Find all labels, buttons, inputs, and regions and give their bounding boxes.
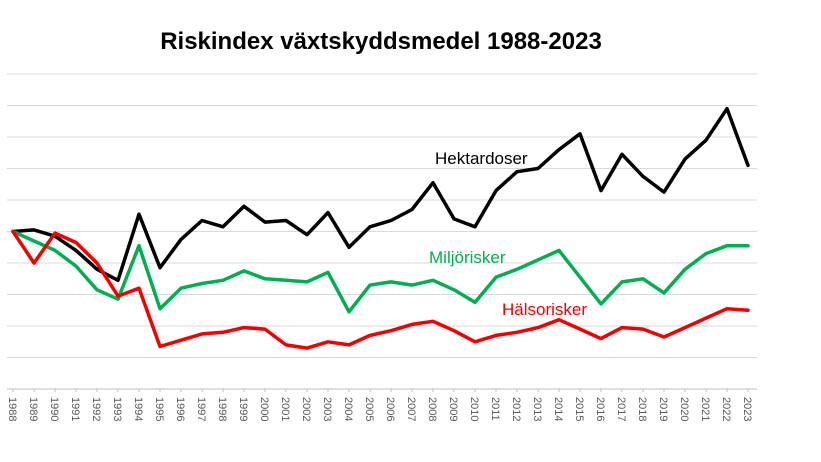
x-axis-label: 2001	[279, 397, 291, 421]
x-axis-label: 2021	[699, 397, 711, 421]
x-axis-label: 1991	[69, 397, 81, 421]
x-axis-label: 2017	[615, 397, 627, 421]
x-axis-label: 2000	[258, 397, 270, 421]
x-axis-label: 1994	[132, 397, 144, 421]
x-axis-label: 2019	[657, 397, 669, 421]
x-axis-label: 2013	[531, 397, 543, 421]
series-label-halsorisker: Hälsorisker	[502, 300, 588, 319]
x-axis-label: 2007	[405, 397, 417, 421]
x-axis-label: 2011	[489, 397, 501, 421]
x-axis-label: 1998	[216, 397, 228, 421]
halsorisker-line	[11, 229, 750, 350]
x-axis-label: 2009	[447, 397, 459, 421]
x-axis-label: 2023	[741, 397, 753, 421]
x-axis-label: 1995	[153, 397, 165, 421]
x-axis-label: 1990	[48, 397, 60, 421]
x-axis-label: 2004	[342, 397, 354, 421]
x-axis-label: 2010	[468, 397, 480, 421]
x-axis-label: 1996	[174, 397, 186, 421]
x-axis-label: 2020	[678, 397, 690, 421]
x-axis-label: 1993	[111, 397, 123, 421]
hektardoser-line	[11, 106, 750, 283]
x-axis-label: 2014	[552, 397, 564, 421]
x-axis-label: 1989	[27, 397, 39, 421]
x-axis-label: 2005	[363, 397, 375, 421]
chart-title: Riskindex växtskyddsmedel 1988-2023	[160, 28, 602, 55]
x-axis-label: 2002	[300, 397, 312, 421]
x-axis-label: 2008	[426, 397, 438, 421]
x-axis-label: 2003	[321, 397, 333, 421]
series-label-miljorisker: Miljörisker	[429, 248, 506, 267]
x-axis-label: 2018	[636, 397, 648, 421]
x-axis-label: 2015	[573, 397, 585, 421]
x-axis-label: 1997	[195, 397, 207, 421]
miljorisker-line	[11, 229, 750, 314]
x-axis-label: 2012	[510, 397, 522, 421]
x-axis-label: 1992	[90, 397, 102, 421]
x-axis-label: 1988	[6, 397, 18, 421]
x-axis-label: 2016	[594, 397, 606, 421]
x-axis-label: 2006	[384, 397, 396, 421]
x-axis-label: 2022	[720, 397, 732, 421]
series-label-hektardoser: Hektardoser	[435, 149, 528, 168]
x-axis-label: 1999	[237, 397, 249, 421]
